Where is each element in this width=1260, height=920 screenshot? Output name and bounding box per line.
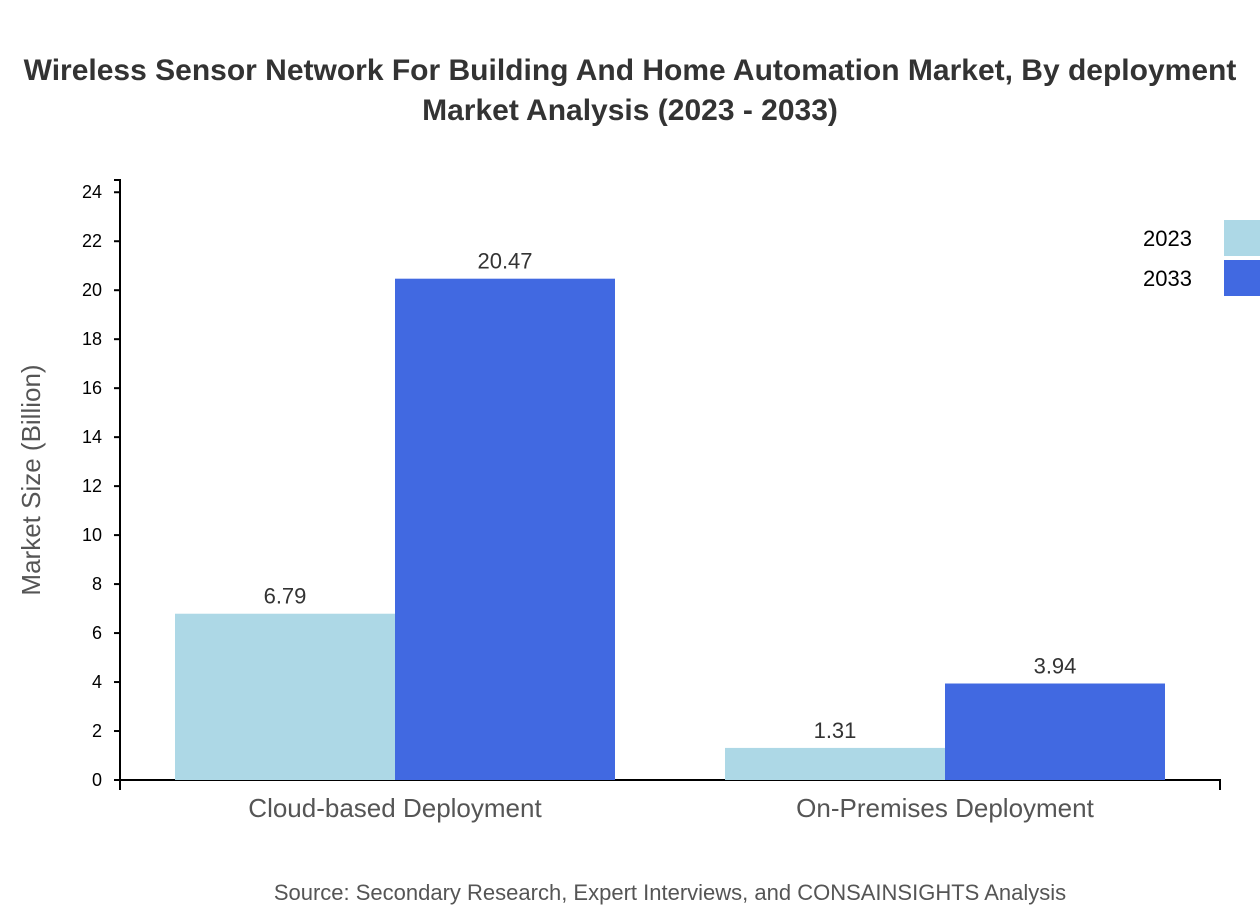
chart-title-line-1: Wireless Sensor Network For Building And…: [24, 54, 1237, 87]
y-tick-label: 24: [82, 182, 102, 202]
y-tick-label: 0: [92, 770, 102, 790]
legend-label: 2023: [1143, 226, 1192, 251]
legend-label: 2033: [1143, 266, 1192, 291]
y-tick-label: 20: [82, 280, 102, 300]
y-axis-label: Market Size (Billion): [16, 364, 46, 595]
bar-2033-1: [945, 683, 1165, 780]
y-tick-label: 16: [82, 378, 102, 398]
y-tick-label: 6: [92, 623, 102, 643]
legend-swatch: [1224, 220, 1260, 256]
y-tick-label: 22: [82, 231, 102, 251]
y-tick-label: 10: [82, 525, 102, 545]
x-axis-line: [119, 779, 1221, 790]
bars: 6.79 20.47 1.31 3.94: [175, 249, 1165, 780]
data-label: 6.79: [264, 584, 307, 609]
y-tick-label: 8: [92, 574, 102, 594]
bar-2033-0: [395, 278, 615, 780]
y-axis-line: [114, 179, 121, 781]
x-tick-label: On-Premises Deployment: [796, 793, 1094, 823]
chart-title-line-2: Market Analysis (2023 - 2033): [422, 94, 838, 127]
x-axis: Cloud-based Deployment On-Premises Deploy…: [119, 779, 1221, 823]
legend-swatch: [1224, 260, 1260, 296]
y-tick-label: 4: [92, 672, 102, 692]
y-tick-label: 2: [92, 721, 102, 741]
bar-2023-1: [725, 747, 945, 780]
data-label: 1.31: [814, 718, 857, 743]
data-label: 3.94: [1034, 654, 1077, 679]
y-tick-label: 14: [82, 427, 102, 447]
source-note: Source: Secondary Research, Expert Inter…: [274, 880, 1066, 905]
data-label: 20.47: [477, 249, 532, 274]
y-tick-label: 12: [82, 476, 102, 496]
legend: 2023 2033: [1143, 220, 1260, 296]
x-tick-label: Cloud-based Deployment: [248, 793, 542, 823]
bar-2023-0: [175, 613, 395, 780]
y-tick-label: 18: [82, 329, 102, 349]
